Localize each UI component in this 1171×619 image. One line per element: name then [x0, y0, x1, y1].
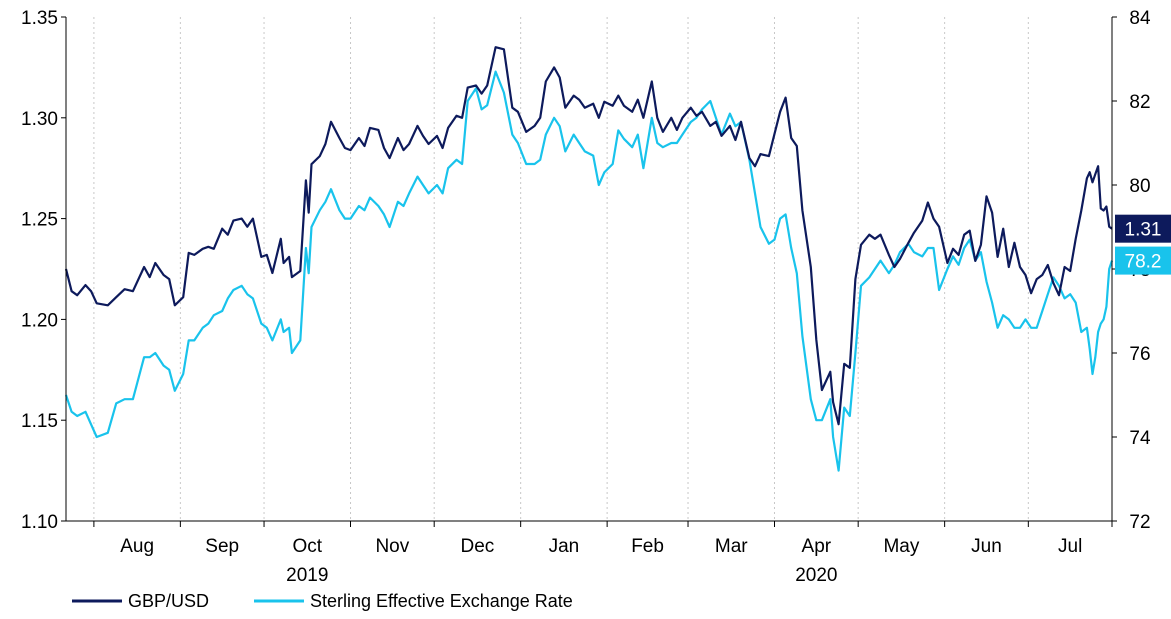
legend-entry: Sterling Effective Exchange Rate	[254, 591, 573, 611]
end-labels: 1.31 78.2	[1115, 214, 1171, 275]
gridlines	[93, 17, 1029, 521]
y-right-tick-label: 82	[1129, 92, 1150, 113]
y-left-tick-label: 1.20	[21, 310, 58, 331]
series-line-gbpusd	[64, 46, 1113, 426]
end-label-box	[1115, 214, 1171, 243]
y-right-tick-label: 72	[1129, 512, 1150, 533]
x-month-label: Nov	[375, 536, 409, 557]
axes	[61, 16, 1117, 527]
y-left-tick-label: 1.35	[21, 8, 58, 29]
y-left-tick-label: 1.30	[21, 109, 58, 130]
x-month-label: Apr	[802, 536, 832, 557]
series-lines	[64, 46, 1114, 472]
x-month-label: Jan	[549, 536, 580, 557]
x-month-label: Jun	[971, 536, 1002, 557]
end-label-value: 78.2	[1125, 252, 1162, 273]
series-line-eer	[64, 70, 1114, 472]
x-year-label: 2019	[286, 565, 328, 586]
end-label-eer: 78.2	[1115, 246, 1171, 275]
legend: GBP/USD Sterling Effective Exchange Rate	[72, 591, 573, 611]
legend-label: Sterling Effective Exchange Rate	[310, 591, 573, 611]
end-label-value: 1.31	[1125, 220, 1162, 241]
y-right-tick-label: 84	[1129, 8, 1151, 29]
y-right-tick-label: 76	[1129, 344, 1150, 365]
x-month-label: Oct	[292, 536, 322, 557]
x-month-label: Jul	[1058, 536, 1082, 557]
x-month-label: Dec	[461, 536, 495, 557]
x-month-label: May	[883, 536, 919, 557]
y-right-tick-label: 74	[1129, 428, 1151, 449]
y-left-tick-label: 1.25	[21, 210, 58, 231]
x-year-label: 2020	[795, 565, 837, 586]
x-month-label: Sep	[205, 536, 239, 557]
x-month-label: Aug	[120, 536, 154, 557]
end-label-box	[1115, 246, 1171, 275]
y-left-tick-label: 1.15	[21, 411, 58, 432]
y-left-tick-label: 1.10	[21, 512, 58, 533]
x-month-label: Feb	[631, 536, 664, 557]
legend-label: GBP/USD	[128, 591, 209, 611]
y-right-tick-label: 80	[1129, 176, 1150, 197]
end-label-gbpusd: 1.31	[1115, 214, 1171, 243]
axis-labels: 1.101.151.201.251.301.3572747678808284Au…	[21, 8, 1151, 586]
x-month-label: Mar	[715, 536, 748, 557]
legend-entry: GBP/USD	[72, 591, 209, 611]
